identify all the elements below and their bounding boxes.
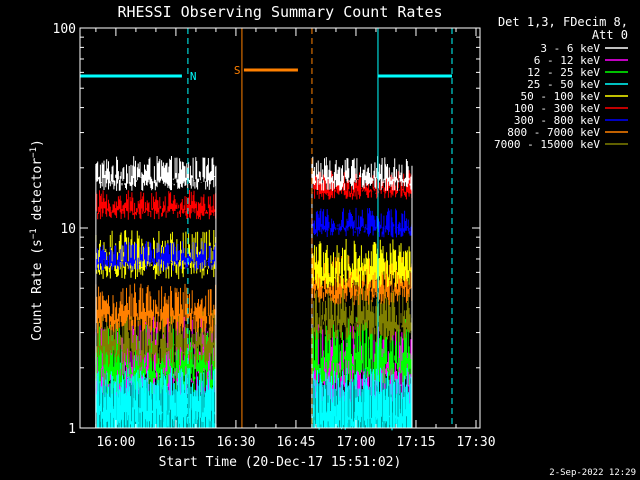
saa-label: S	[234, 64, 241, 77]
x-tick-label: 17:00	[336, 435, 375, 450]
y-axis: 1 10 100	[53, 22, 480, 437]
x-tick-label: 16:30	[216, 435, 255, 450]
y-axis-label-end: )	[30, 139, 45, 147]
legend-label: 12 - 25 keV	[527, 66, 600, 79]
y-axis-label-mid: detector	[30, 158, 45, 229]
x-tick-label: 16:00	[96, 435, 135, 450]
legend-label: 7000 - 15000 keV	[494, 138, 600, 151]
x-tick-label: 17:15	[396, 435, 435, 450]
legend-label: 800 - 7000 keV	[507, 126, 600, 139]
y-axis-label-sup2: −1	[29, 147, 39, 158]
y-tick-label: 100	[53, 22, 76, 37]
legend-header-line-2: Att 0	[592, 28, 628, 42]
legend-label: 3 - 6 keV	[540, 42, 600, 55]
y-tick-label: 1	[68, 422, 76, 437]
night-label: N	[190, 70, 197, 83]
legend-header-line-1: Det 1,3, FDecim 8,	[498, 15, 628, 29]
date-stamp: 2-Sep-2022 12:29	[549, 468, 636, 478]
data-layer	[95, 156, 413, 431]
y-axis-label-main: Count Rate (s	[30, 239, 45, 341]
legend-label: 50 - 100 keV	[521, 90, 601, 103]
chart-title: RHESSI Observing Summary Count Rates	[117, 3, 442, 21]
legend-label: 6 - 12 keV	[534, 54, 601, 67]
x-tick-label: 16:15	[156, 435, 195, 450]
legend-label: 300 - 800 keV	[514, 114, 600, 127]
x-axis: 16:00 16:15 16:30 16:45 17:00 17:15 17:30	[95, 28, 496, 450]
x-tick-label: 17:30	[456, 435, 495, 450]
y-axis-label: Count Rate (s−1 detector−1)	[29, 139, 45, 341]
x-tick-label: 16:45	[276, 435, 315, 450]
legend-label: 25 - 50 keV	[527, 78, 600, 91]
y-tick-label: 10	[60, 222, 76, 237]
x-axis-label: Start Time (20-Dec-17 15:51:02)	[159, 455, 402, 470]
legend-label: 100 - 300 keV	[514, 102, 600, 115]
y-axis-label-sup1: −1	[29, 228, 39, 239]
